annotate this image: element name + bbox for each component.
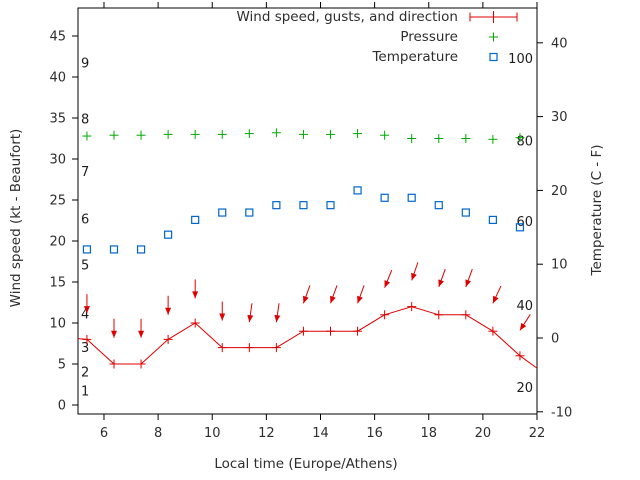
temperature-point (515, 223, 525, 232)
wind-arrow-head (384, 280, 391, 288)
fahrenheit-label: 80 (516, 134, 533, 149)
wind-arrow-head (411, 272, 417, 281)
beaufort-label: 1 (81, 385, 89, 400)
wind-arrow-head (83, 306, 90, 314)
legend-pressure-label: Pressure (400, 29, 458, 45)
wind-arrow-head (330, 295, 336, 304)
beaufort-label: 9 (81, 57, 89, 72)
x-tick-label: 6 (100, 426, 108, 441)
x-tick-label: 16 (366, 426, 383, 441)
y-right-tick-label: -10 (551, 405, 572, 420)
temperature-point (218, 208, 227, 217)
y-left-tick-label: 45 (49, 30, 66, 45)
temperature-point (407, 193, 416, 202)
x-tick-label: 8 (154, 426, 162, 441)
temperature-point (164, 230, 173, 239)
y-left-tick-label: 35 (49, 112, 66, 127)
beaufort-label: 5 (81, 258, 89, 273)
wind-arrow-head (519, 322, 527, 331)
wind-arrow-head (357, 295, 363, 304)
temperature-point (380, 193, 389, 202)
fahrenheit-label: 20 (516, 381, 533, 396)
y-right-tick-label: 10 (551, 258, 568, 273)
wind-arrow-head (465, 279, 472, 287)
y-left-tick-label: 40 (49, 71, 66, 86)
temperature-point (272, 201, 281, 210)
beaufort-label: 8 (81, 112, 89, 127)
legend-temperature-label: Temperature (371, 49, 458, 65)
wind-arrow-head (219, 313, 226, 321)
wind-arrow-head (303, 295, 309, 304)
temperature-point (461, 208, 470, 217)
wind-speed-line (77, 306, 538, 369)
fahrenheit-label: 100 (508, 52, 533, 67)
temperature-point (353, 186, 362, 195)
y-right-tick-label: 0 (551, 332, 559, 347)
temperature-point (299, 201, 308, 210)
beaufort-label: 4 (81, 307, 89, 322)
plot-layers: 6 8 10 12 14 16 18 20 22051015202530354045-10010… (49, 2, 572, 441)
beaufort-label: 3 (81, 341, 89, 356)
temperature-point (434, 201, 443, 210)
beaufort-label: 7 (81, 165, 89, 180)
temperature-point (191, 215, 200, 225)
right-axis-title: Temperature (C - F) (589, 145, 605, 277)
wind-arrow-head (492, 295, 499, 304)
y-left-tick-label: 10 (49, 317, 66, 332)
temperature-point (245, 208, 254, 217)
y-right-tick-label: 30 (551, 110, 568, 125)
temperature-point (326, 201, 335, 210)
beaufort-label: 2 (81, 366, 89, 381)
temperature-point (136, 245, 146, 254)
y-left-tick-label: 15 (49, 276, 66, 291)
y-left-tick-label: 30 (49, 153, 66, 168)
x-tick-label: 20 (475, 426, 492, 441)
wind-arrow-head (274, 314, 281, 323)
y-left-tick-label: 25 (49, 194, 66, 209)
plot-border (77, 7, 538, 415)
left-axis-title: Wind speed (kt - Beaufort) (8, 129, 24, 308)
temperature-point (488, 215, 497, 225)
x-tick-label: 18 (420, 426, 437, 441)
wind-arrow-head (438, 279, 444, 287)
legend-markers (469, 11, 518, 62)
y-left-tick-label: 5 (58, 358, 66, 373)
wind-arrow-head (192, 291, 199, 299)
y-left-tick-label: 20 (49, 235, 66, 250)
fahrenheit-label: 60 (516, 215, 533, 230)
x-tick-label: 14 (312, 426, 329, 441)
x-tick-label: 22 (529, 426, 546, 441)
y-left-tick-label: 0 (58, 399, 66, 414)
x-tick-label: 12 (258, 426, 275, 441)
wind-arrow-head (110, 330, 117, 338)
fahrenheit-label: 40 (516, 299, 533, 314)
y-right-tick-label: 20 (551, 184, 568, 199)
x-axis-title: Local time (Europe/Athens) (214, 456, 397, 472)
wind-arrow-head (165, 307, 172, 315)
temperature-point (109, 245, 119, 254)
legend-temperature-marker (489, 52, 498, 62)
wind-arrow-head (138, 330, 145, 338)
wind-arrow-head (247, 314, 254, 323)
temperature-point (82, 245, 92, 254)
beaufort-label: 6 (81, 212, 89, 227)
legend-wind-label: Wind speed, gusts, and direction (236, 9, 458, 25)
x-tick-label: 10 (204, 426, 221, 441)
y-right-tick-label: 40 (551, 36, 568, 51)
